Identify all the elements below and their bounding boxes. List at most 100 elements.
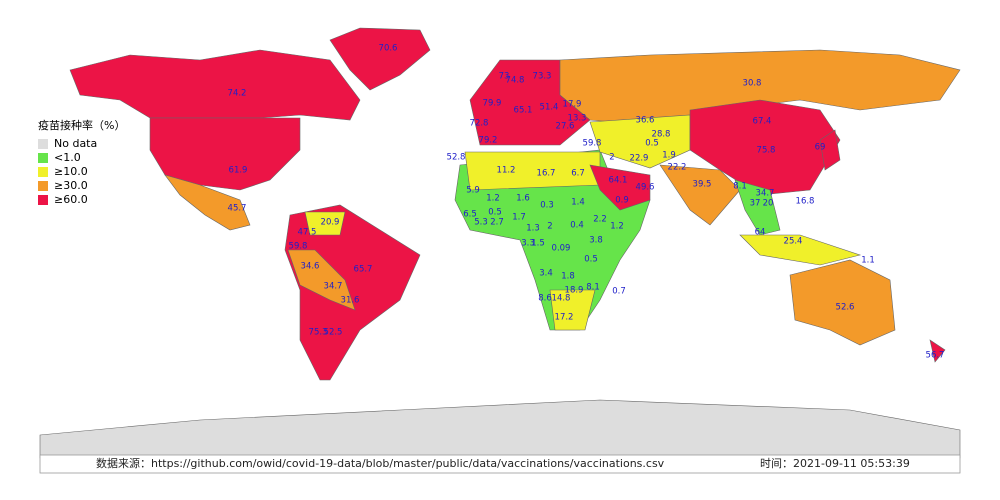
value-label: 0.09 bbox=[552, 244, 571, 254]
value-label: 1.9 bbox=[662, 151, 676, 161]
canada bbox=[69, 49, 361, 121]
value-label: 0.3 bbox=[540, 201, 554, 211]
indonesia bbox=[739, 234, 862, 266]
value-label: 64 bbox=[755, 228, 766, 238]
value-label: 14.8 bbox=[552, 294, 571, 304]
new-zealand bbox=[929, 339, 946, 363]
china bbox=[689, 99, 841, 196]
value-label: 1.4 bbox=[571, 198, 585, 208]
timestamp: 时间：2021-09-11 05:53:39 bbox=[760, 457, 910, 470]
value-label: 1.7 bbox=[512, 213, 526, 223]
value-label: 1.1 bbox=[861, 256, 875, 266]
southern-africa bbox=[549, 289, 596, 331]
value-label: 0.5 bbox=[584, 255, 598, 265]
value-label: 6.5 bbox=[463, 210, 477, 220]
value-label: 79.2 bbox=[479, 136, 498, 146]
value-label: 39.5 bbox=[693, 180, 712, 190]
value-label: 0.4 bbox=[570, 221, 584, 231]
value-label: 20 bbox=[763, 199, 774, 209]
legend-label: ≥10.0 bbox=[54, 165, 88, 178]
legend: 疫苗接种率（%） No data<1.0≥10.0≥30.0≥60.0 bbox=[38, 118, 125, 206]
value-label: 8.1 bbox=[586, 283, 600, 293]
value-label: 47.5 bbox=[298, 228, 317, 238]
russia bbox=[559, 49, 961, 126]
footer-box bbox=[39, 454, 961, 474]
value-label: 3.8 bbox=[589, 236, 603, 246]
value-label: 8.1 bbox=[733, 182, 747, 192]
legend-label: No data bbox=[54, 137, 97, 150]
value-label: 67.4 bbox=[753, 117, 772, 127]
value-label: 1.8 bbox=[561, 272, 575, 282]
venezuela bbox=[304, 211, 346, 236]
australia bbox=[789, 259, 896, 346]
value-label: 16.7 bbox=[537, 169, 556, 179]
arabia bbox=[589, 164, 651, 211]
legend-title: 疫苗接种率（%） bbox=[38, 118, 125, 132]
south-america bbox=[284, 204, 421, 381]
value-label: 51.4 bbox=[540, 103, 559, 113]
value-label: 75.3 bbox=[309, 328, 328, 338]
source: 数据来源：https://github.com/owid/covid-19-da… bbox=[96, 456, 665, 470]
central-asia bbox=[589, 114, 691, 169]
value-label: 0.7 bbox=[612, 287, 626, 297]
value-label: 1.2 bbox=[486, 194, 500, 204]
value-label: 64.1 bbox=[609, 176, 628, 186]
value-label: 31.6 bbox=[341, 296, 360, 306]
legend-swatch bbox=[38, 153, 48, 163]
value-label: 34.6 bbox=[301, 262, 320, 272]
value-label: 27.6 bbox=[556, 122, 575, 132]
mexico bbox=[164, 174, 251, 231]
value-label: 6.7 bbox=[571, 169, 585, 179]
value-label: 2 bbox=[547, 222, 552, 232]
antarctica bbox=[39, 399, 961, 459]
value-label: 3.3 bbox=[521, 239, 535, 249]
value-label: 56.7 bbox=[926, 351, 945, 361]
value-label: 22.9 bbox=[630, 154, 649, 164]
value-label: 34.7 bbox=[756, 189, 775, 199]
legend-label: <1.0 bbox=[54, 151, 81, 164]
value-label: 49.6 bbox=[636, 183, 655, 193]
legend-swatch bbox=[38, 139, 48, 149]
legend-label: ≥30.0 bbox=[54, 179, 88, 192]
legend-swatch bbox=[38, 181, 48, 191]
value-label: 37 bbox=[750, 199, 761, 209]
value-label: 18.9 bbox=[565, 286, 584, 296]
value-label: 28.8 bbox=[652, 130, 671, 140]
greenland bbox=[329, 27, 431, 91]
value-label: 34.7 bbox=[324, 282, 343, 292]
value-label: 61.9 bbox=[229, 166, 248, 176]
value-label: 52.8 bbox=[447, 153, 466, 163]
value-label: 69 bbox=[815, 143, 826, 153]
value-label: 52.5 bbox=[324, 328, 343, 338]
value-label: 59.8 bbox=[289, 242, 308, 252]
value-label: 1.5 bbox=[531, 239, 545, 249]
value-label: 8.6 bbox=[538, 294, 552, 304]
value-label: 36.6 bbox=[636, 116, 655, 126]
value-label: 17.9 bbox=[563, 100, 582, 110]
value-label: 72.8 bbox=[470, 119, 489, 129]
value-label: 3.4 bbox=[539, 269, 553, 279]
value-label: 30.8 bbox=[743, 79, 762, 89]
value-label: 52.6 bbox=[836, 303, 855, 313]
value-label: 45.7 bbox=[228, 204, 247, 214]
value-label: 0.9 bbox=[615, 196, 629, 206]
legend-swatch bbox=[38, 167, 48, 177]
value-label: 79.9 bbox=[483, 99, 502, 109]
usa bbox=[149, 117, 301, 191]
value-label: 65.7 bbox=[354, 265, 373, 275]
value-label: 5.3 bbox=[474, 218, 488, 228]
southeast-asia bbox=[734, 179, 781, 236]
value-label: 75.8 bbox=[757, 146, 776, 156]
land bbox=[39, 27, 961, 459]
legend-label: ≥60.0 bbox=[54, 193, 88, 206]
value-label: 0.5 bbox=[488, 208, 502, 218]
value-label: 73.3 bbox=[533, 72, 552, 82]
value-label: 74.8 bbox=[506, 76, 525, 86]
value-label: 2 bbox=[609, 153, 614, 163]
value-label: 2.2 bbox=[593, 215, 607, 225]
value-label: 74.2 bbox=[228, 89, 247, 99]
value-label: 59.8 bbox=[583, 139, 602, 149]
value-label: 1.2 bbox=[610, 222, 624, 232]
india bbox=[659, 164, 741, 226]
